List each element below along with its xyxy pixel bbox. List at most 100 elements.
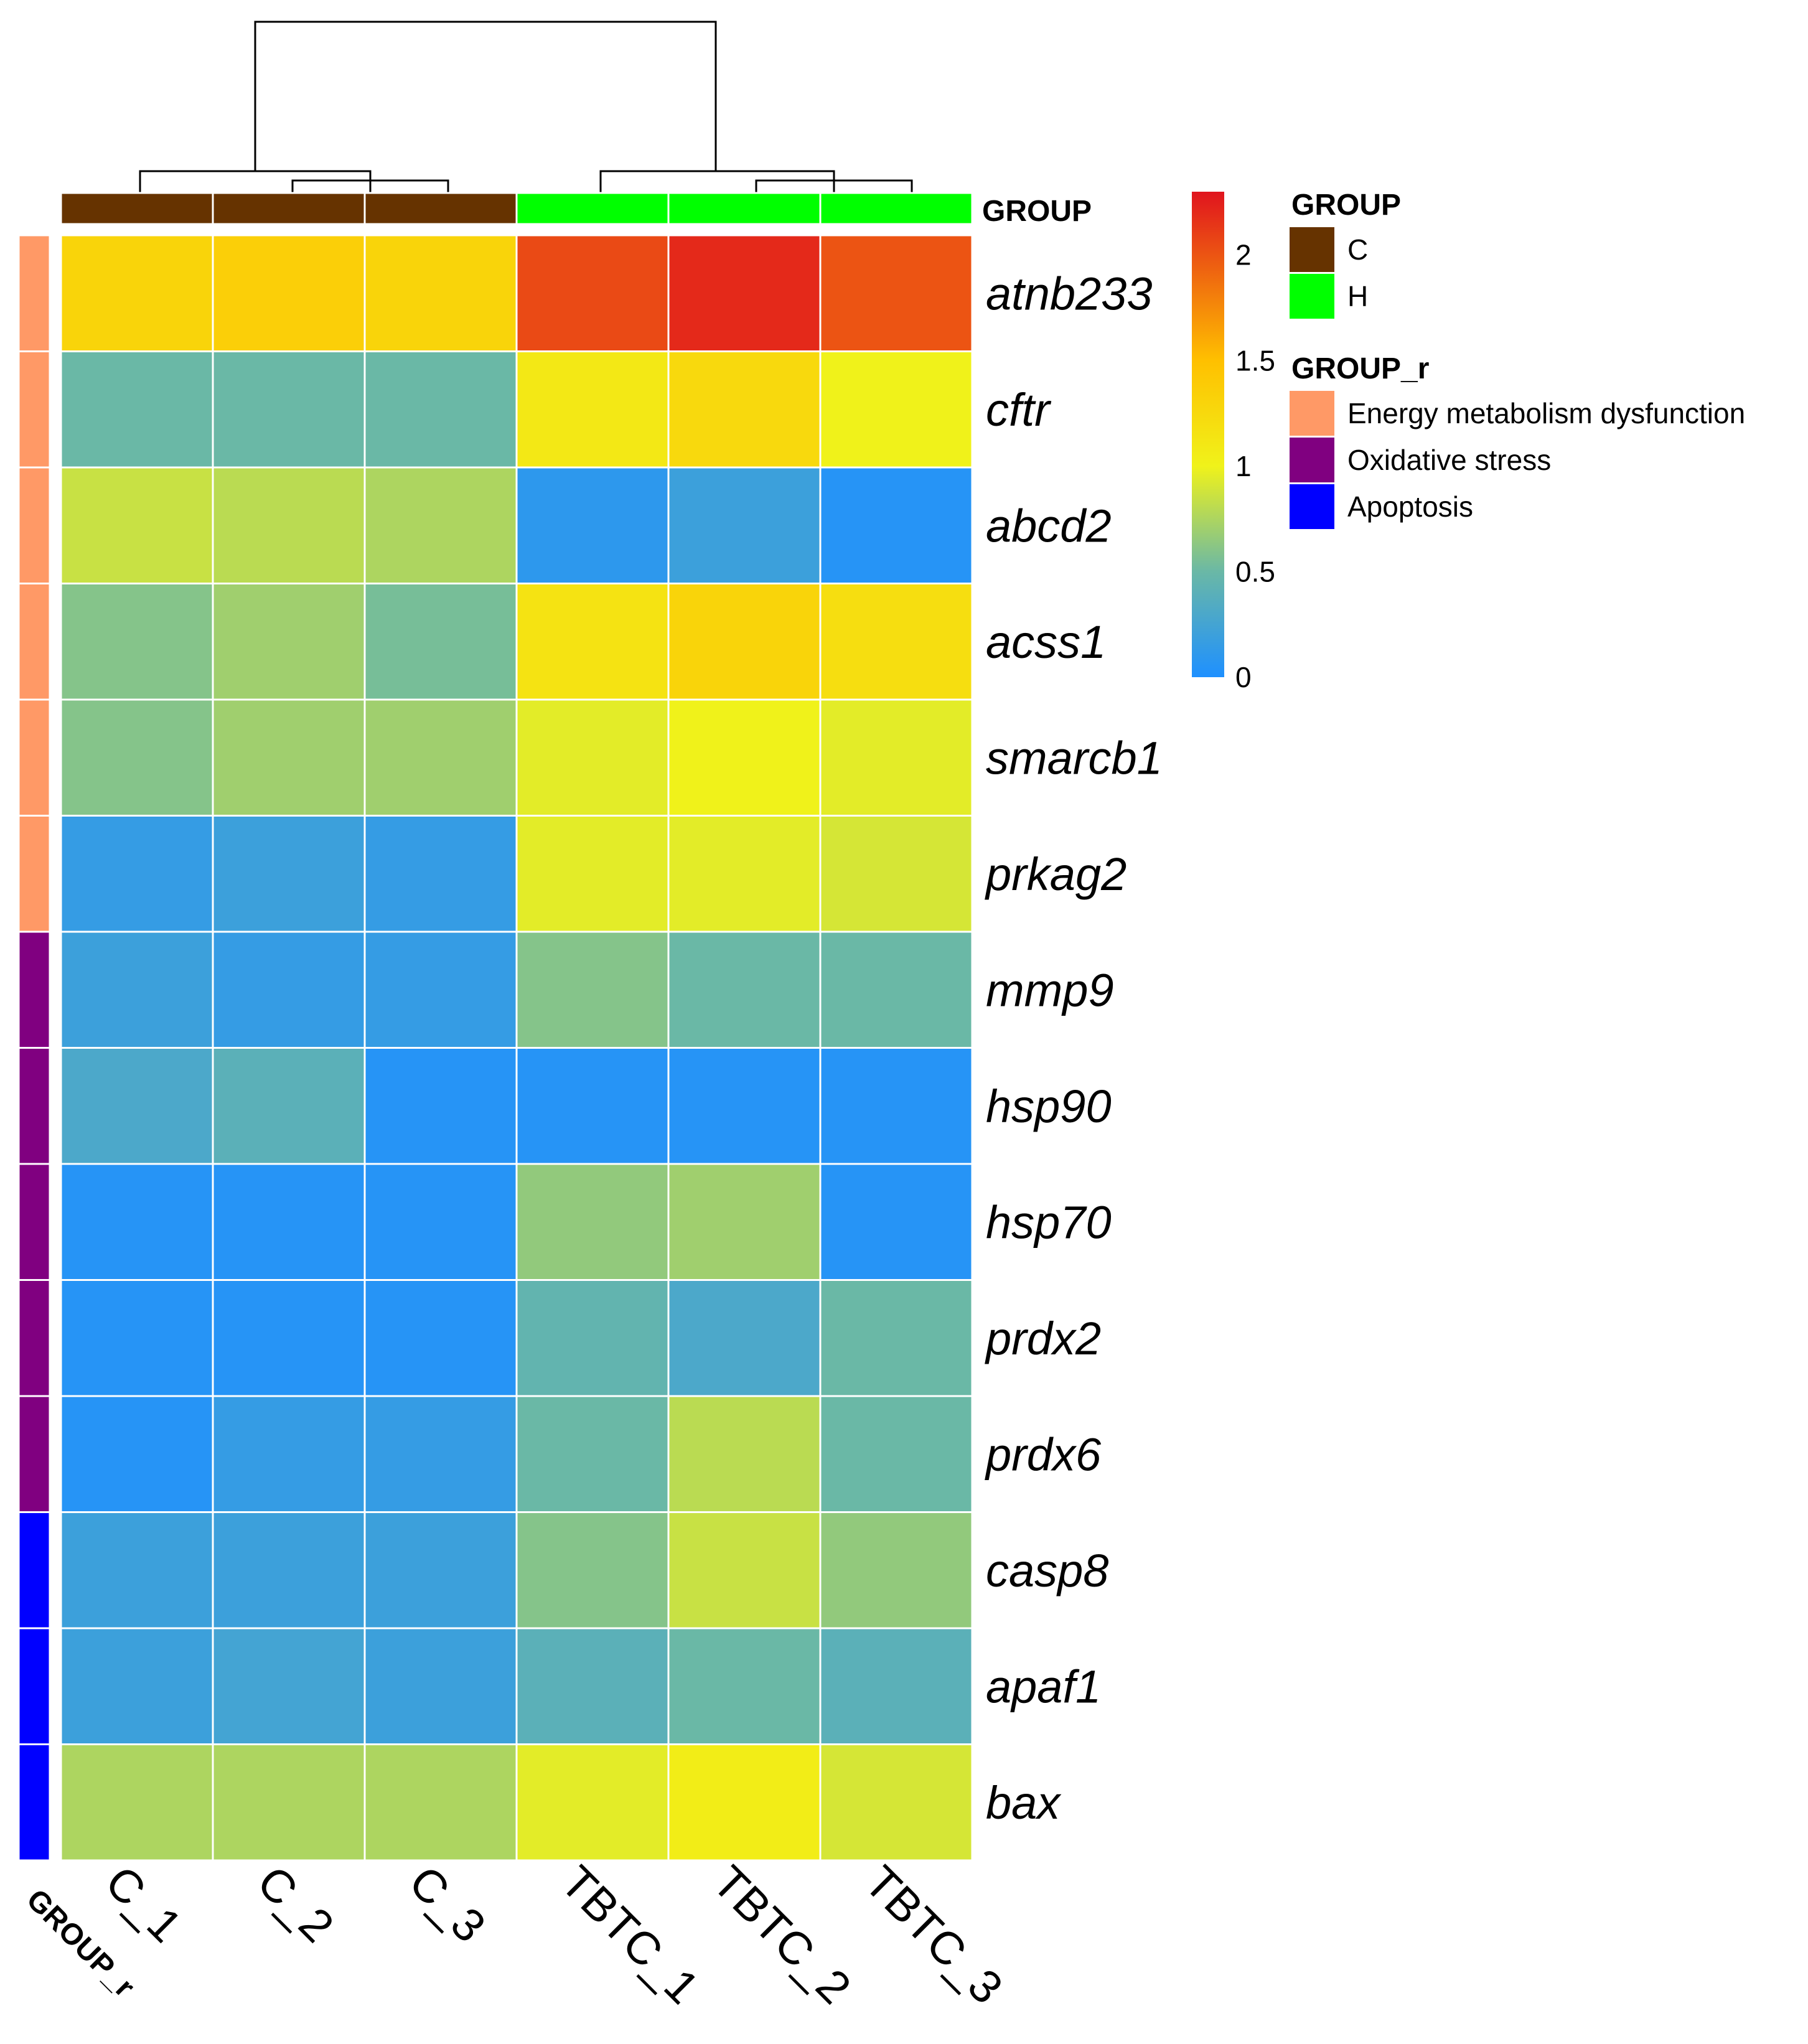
heatmap-cell: [515, 350, 670, 469]
heatmap-cell: [515, 698, 670, 817]
group-r-legend-swatch: [1290, 484, 1334, 529]
heatmap-cell: [60, 931, 214, 1049]
heatmap-cell: [667, 1627, 822, 1745]
column-annotation-cell: [212, 192, 366, 225]
group-legend-label: H: [1347, 280, 1368, 312]
row-annotation-cell: [17, 1047, 51, 1165]
heatmap-cell: [515, 931, 670, 1049]
column-annotation-label: GROUP: [982, 195, 1092, 228]
heatmap-cell: [363, 1163, 518, 1281]
heatmap-cell: [60, 1395, 214, 1513]
heatmap-cell: [667, 1163, 822, 1281]
row-annotation-cell: [17, 931, 51, 1049]
heatmap-cell: [212, 350, 366, 469]
column-label: TBTC_3: [855, 1856, 1013, 2014]
heatmap-cell: [667, 350, 822, 469]
heatmap-cell: [363, 1279, 518, 1397]
heatmap-cell: [667, 1511, 822, 1629]
heatmap-cell: [212, 1627, 366, 1745]
column-label: C_3: [400, 1856, 496, 1953]
heatmap-cell: [212, 234, 366, 352]
row-label: prdx2: [985, 1313, 1101, 1364]
group-r-legend-label: Apoptosis: [1347, 490, 1473, 523]
color-scale-bar: [1192, 192, 1224, 677]
row-annotation-cell: [17, 583, 51, 701]
heatmap-cell: [60, 350, 214, 469]
row-label: prkag2: [985, 848, 1126, 900]
color-scale-tick-label: 0.5: [1235, 555, 1275, 588]
color-scale-ticks: 0 0.5 1 1.5 2: [1235, 239, 1275, 693]
heatmap-cell: [60, 234, 214, 352]
heatmap-cell: [515, 1047, 670, 1165]
group-legend: GROUP CH: [1290, 189, 1401, 319]
heatmap-cell: [212, 1743, 366, 1862]
heatmap-cell: [819, 234, 973, 352]
row-annotation-cell: [17, 698, 51, 817]
heatmap-cell: [819, 583, 973, 701]
heatmap-cell: [60, 1279, 214, 1397]
row-label: smarcb1: [986, 732, 1163, 784]
heatmap-cell: [212, 466, 366, 584]
row-annotation-cell: [17, 1627, 51, 1745]
heatmap-cell: [363, 1743, 518, 1862]
row-label: bax: [986, 1777, 1062, 1829]
heatmap-cell: [819, 350, 973, 469]
heatmap-cell: [60, 1743, 214, 1862]
heatmap-cell: [819, 466, 973, 584]
heatmap-cell: [363, 698, 518, 817]
heatmap-cell: [363, 931, 518, 1049]
heatmap-cell: [819, 1743, 973, 1862]
row-annotation-cell: [17, 815, 51, 933]
heatmap-cell: [515, 1743, 670, 1862]
row-annotation-cell: [17, 466, 51, 584]
column-annotation-cell: [667, 192, 822, 225]
heatmap-cell: [212, 1047, 366, 1165]
heatmap-cells: [60, 234, 973, 1862]
heatmap-cell: [60, 1627, 214, 1745]
heatmap-cell: [667, 1395, 822, 1513]
heatmap-cell: [515, 1627, 670, 1745]
heatmap-cell: [819, 815, 973, 933]
heatmap-cell: [212, 931, 366, 1049]
row-annotation-cell: [17, 1279, 51, 1397]
row-label: mmp9: [986, 964, 1114, 1016]
row-annotation-cell: [17, 1511, 51, 1629]
heatmap-cell: [515, 1163, 670, 1281]
group-r-legend-title: GROUP_r: [1291, 352, 1429, 385]
heatmap-cell: [60, 815, 214, 933]
heatmap-cell: [819, 1047, 973, 1165]
color-scale-tick-label: 1: [1235, 450, 1252, 482]
heatmap-cell: [212, 1511, 366, 1629]
heatmap-cell: [363, 1627, 518, 1745]
row-annotation-cell: [17, 1743, 51, 1862]
heatmap-cell: [819, 1163, 973, 1281]
row-label: prdx6: [985, 1428, 1102, 1480]
dendrogram-h23-branch: [755, 179, 913, 193]
row-label: casp8: [986, 1545, 1108, 1596]
heatmap-cell: [667, 234, 822, 352]
heatmap-cell: [819, 698, 973, 817]
heatmap-cell: [363, 1395, 518, 1513]
group-legend-swatch: [1290, 274, 1334, 319]
heatmap-cell: [819, 1511, 973, 1629]
column-annotation-bar: [60, 192, 973, 225]
heatmap-cell: [515, 1511, 670, 1629]
heatmap-cell: [212, 698, 366, 817]
heatmap-cell: [515, 466, 670, 584]
group-legend-label: C: [1347, 233, 1368, 266]
group-r-legend-label: Energy metabolism dysfunction: [1347, 397, 1745, 429]
heatmap-cell: [515, 1279, 670, 1397]
group-r-legend-swatch: [1290, 438, 1334, 482]
heatmap-cell: [363, 1047, 518, 1165]
heatmap-cell: [363, 234, 518, 352]
heatmap-cell: [60, 1511, 214, 1629]
column-label: C_1: [96, 1856, 192, 1953]
dendrogram-c-branch: [139, 170, 372, 193]
column-annotation-cell: [515, 192, 670, 225]
heatmap-cell: [363, 466, 518, 584]
column-annotation-cell: [60, 192, 214, 225]
heatmap-cell: [515, 815, 670, 933]
heatmap-cell: [667, 1047, 822, 1165]
group-legend-swatch: [1290, 227, 1334, 272]
